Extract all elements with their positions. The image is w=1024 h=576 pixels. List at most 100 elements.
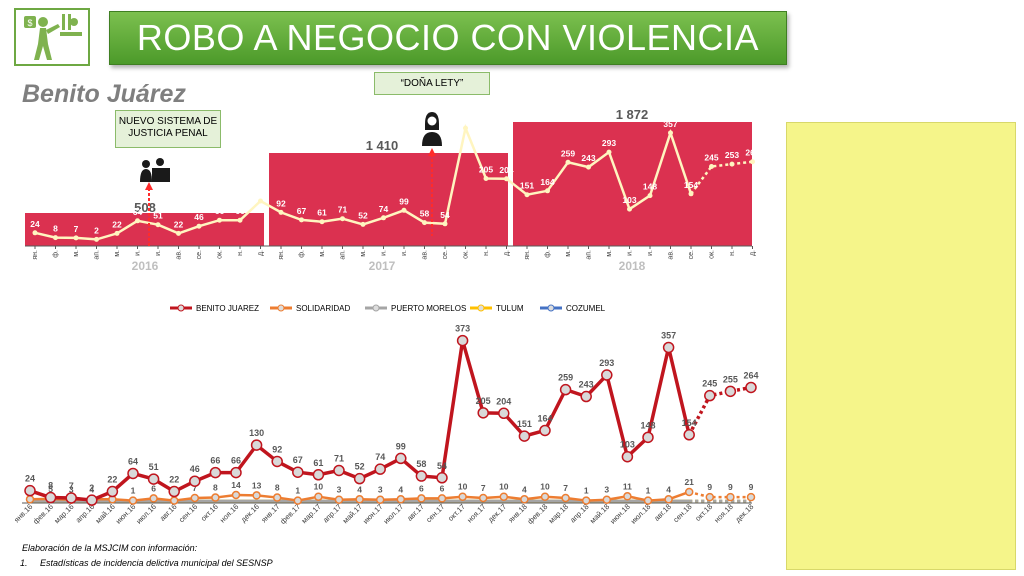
data-label: 3 bbox=[337, 485, 342, 495]
data-point bbox=[545, 188, 550, 194]
icon-part bbox=[156, 158, 164, 166]
data-label: 205 bbox=[476, 396, 491, 406]
data-label: 10 bbox=[499, 482, 509, 492]
data-label: 204 bbox=[499, 165, 513, 175]
month-tick-label: и. bbox=[381, 250, 388, 256]
data-point bbox=[355, 495, 364, 504]
data-label: 1 bbox=[646, 486, 651, 496]
data-label: 92 bbox=[272, 444, 282, 454]
data-label: 58 bbox=[416, 459, 426, 469]
data-label: 261 bbox=[745, 148, 759, 158]
justicia-arrow-head bbox=[145, 182, 153, 190]
data-label: 151 bbox=[520, 181, 534, 191]
data-label: 8 bbox=[53, 224, 58, 234]
month-tick-label: и. bbox=[401, 250, 408, 256]
data-label: 1 bbox=[584, 486, 589, 496]
data-label: 357 bbox=[663, 119, 677, 129]
data-label: 3 bbox=[604, 485, 609, 495]
x-tick-label: ноя.18 bbox=[712, 502, 734, 524]
month-tick-label: ян. bbox=[32, 250, 39, 260]
data-point bbox=[417, 494, 426, 503]
legend-item: BENITO JUAREZ bbox=[170, 304, 259, 313]
data-point bbox=[25, 495, 35, 504]
data-point bbox=[524, 192, 530, 198]
data-point bbox=[299, 217, 304, 223]
x-tick-label: июл.17 bbox=[382, 502, 406, 526]
legend-marker bbox=[277, 304, 285, 312]
data-point bbox=[217, 217, 222, 223]
data-label: 54 bbox=[437, 461, 447, 471]
footnote-source: Elaboración de la MSJCIM con información… bbox=[22, 543, 198, 553]
month-tick-label: д. bbox=[504, 250, 511, 256]
data-label: 7 bbox=[69, 481, 74, 491]
data-point bbox=[684, 487, 694, 497]
icon-part bbox=[422, 132, 442, 146]
data-point bbox=[750, 159, 755, 165]
month-tick-label: м. bbox=[360, 250, 367, 257]
data-point bbox=[292, 466, 304, 478]
data-label: 22 bbox=[107, 475, 117, 485]
x-tick-label: сен.18 bbox=[671, 502, 693, 524]
month-tick-label: се. bbox=[688, 250, 695, 259]
data-label: 13 bbox=[252, 480, 262, 490]
data-label: 130 bbox=[249, 428, 264, 438]
x-tick-label: июн.16 bbox=[114, 502, 138, 526]
data-label: 66 bbox=[215, 206, 225, 216]
data-label: 7 bbox=[74, 224, 79, 234]
x-tick-label: фев.17 bbox=[278, 502, 302, 526]
data-label: 7 bbox=[192, 483, 197, 493]
x-tick-label: июл.16 bbox=[134, 502, 158, 526]
data-label: 205 bbox=[479, 165, 493, 175]
data-label: 64 bbox=[128, 456, 138, 466]
data-label: 66 bbox=[210, 456, 220, 466]
month-tick-label: м. bbox=[319, 250, 326, 257]
month-tick-label: ян. bbox=[524, 250, 531, 260]
data-label: 99 bbox=[396, 441, 406, 451]
data-label: 71 bbox=[338, 205, 348, 215]
data-label: 7 bbox=[563, 483, 568, 493]
yearly-band-chart: 508 2016 1 410 2017 1 872 2018 ян. ф. м. ап. м. и. и… bbox=[25, 107, 760, 273]
series-line-projected bbox=[687, 385, 752, 436]
data-point bbox=[147, 473, 160, 485]
series-line-projected bbox=[688, 490, 751, 499]
data-label: 259 bbox=[558, 373, 573, 383]
data-label: 9 bbox=[707, 482, 712, 492]
data-point bbox=[314, 492, 323, 501]
year-axis-label: 2016 bbox=[132, 259, 159, 273]
month-tick-label: ап. bbox=[340, 250, 347, 260]
data-point bbox=[627, 206, 632, 212]
data-label: 61 bbox=[313, 458, 323, 468]
data-label: 8 bbox=[275, 483, 280, 493]
data-label: 4 bbox=[666, 484, 671, 494]
legend-marker bbox=[372, 304, 380, 312]
data-label: 9 bbox=[728, 482, 733, 492]
data-label: 264 bbox=[743, 370, 758, 380]
month-tick-label: ф. bbox=[545, 250, 552, 258]
data-label: 10 bbox=[540, 482, 550, 492]
month-tick-label: се. bbox=[442, 250, 449, 259]
legend-label: TULUM bbox=[496, 304, 524, 313]
month-tick-label: и. bbox=[627, 250, 634, 256]
data-point bbox=[581, 496, 591, 505]
data-label: 204 bbox=[496, 396, 511, 406]
month-tick-label: и. bbox=[647, 250, 654, 256]
data-point bbox=[106, 485, 119, 498]
data-point bbox=[601, 369, 613, 381]
data-label: 74 bbox=[375, 452, 385, 462]
data-point bbox=[24, 484, 36, 497]
data-label: 51 bbox=[149, 462, 159, 472]
data-point bbox=[128, 496, 138, 505]
data-point bbox=[463, 125, 468, 131]
data-label: 11 bbox=[623, 481, 632, 491]
data-label: 66 bbox=[235, 206, 245, 216]
data-label: 7 bbox=[481, 483, 486, 493]
data-label: 293 bbox=[602, 138, 616, 148]
data-label: 74 bbox=[379, 204, 389, 214]
data-label: 52 bbox=[358, 210, 368, 220]
data-label: 103 bbox=[620, 440, 635, 450]
municipality-subtitle: Benito Juárez bbox=[22, 80, 186, 108]
data-label: 64 bbox=[133, 207, 143, 217]
month-tick-label: д. bbox=[750, 250, 757, 256]
data-point bbox=[196, 223, 202, 229]
data-point bbox=[726, 492, 735, 502]
